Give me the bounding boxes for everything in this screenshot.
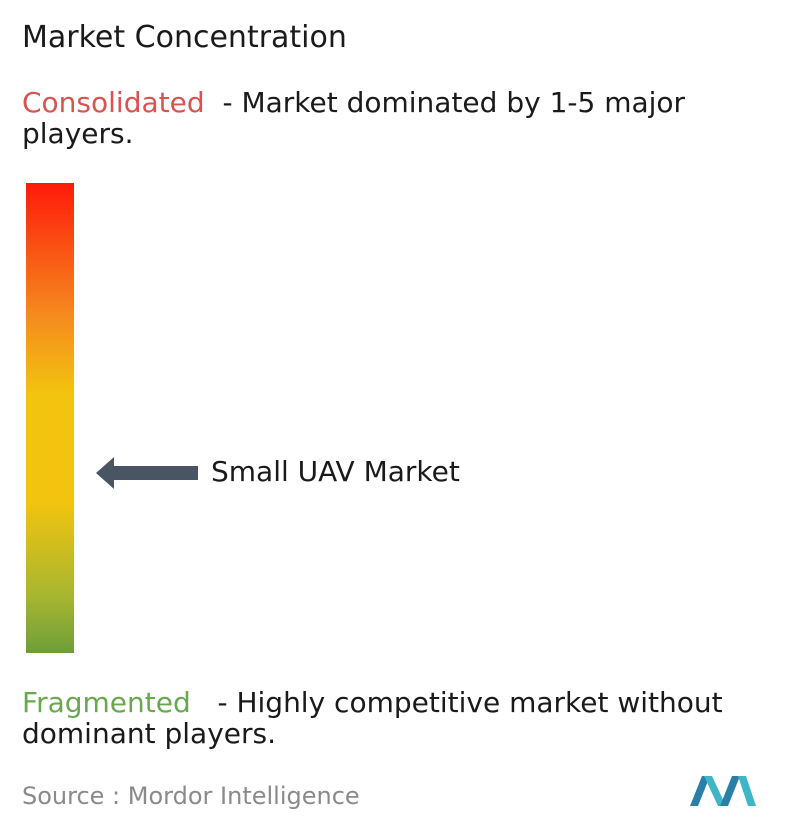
marker-arrow — [96, 457, 198, 489]
consolidated-row: Consolidated - Market dominated by 1-5 m… — [22, 87, 792, 149]
consolidated-description: - Market dominated by 1-5 major players. — [22, 86, 686, 150]
fragmented-row: Fragmented - Highly competitive market w… — [22, 687, 792, 749]
consolidated-label: Consolidated — [22, 86, 205, 119]
concentration-gradient — [26, 183, 74, 653]
marker-label: Small UAV Market — [211, 455, 460, 488]
fragmented-description: - Highly competitive market without domi… — [22, 686, 723, 750]
fragmented-label: Fragmented — [22, 686, 191, 719]
source: Source : Mordor Intelligence — [22, 782, 360, 810]
logo — [690, 776, 756, 806]
title: Market Concentration — [22, 20, 347, 55]
